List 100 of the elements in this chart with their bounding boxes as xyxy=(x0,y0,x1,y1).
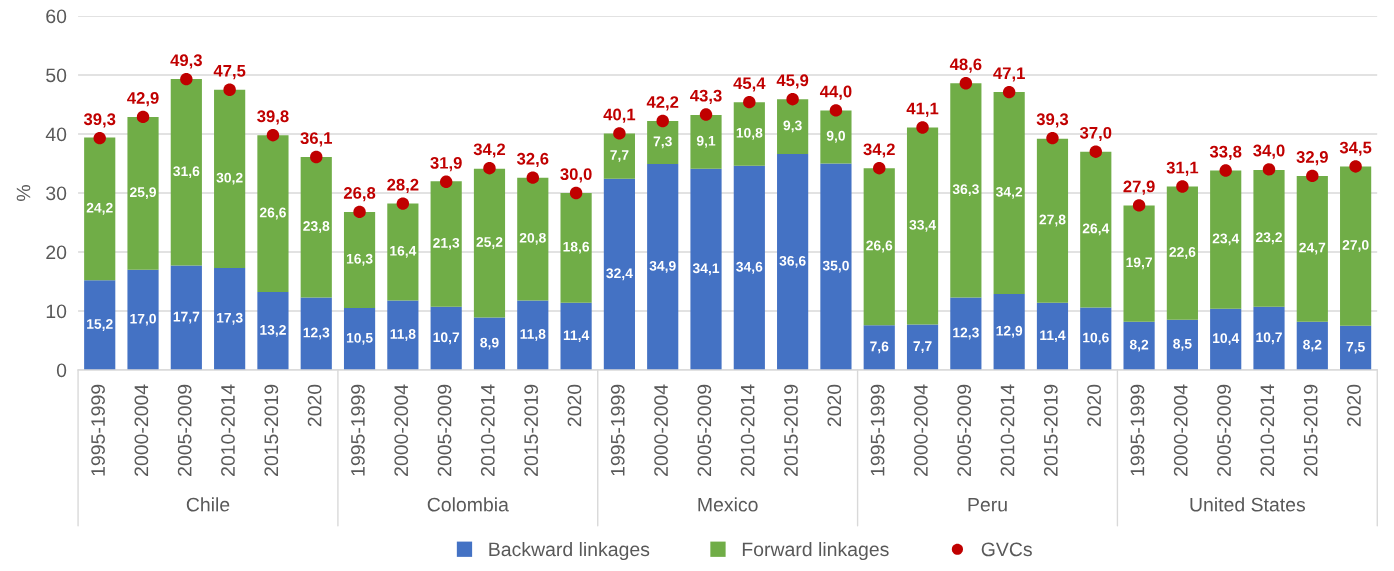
bar xyxy=(170,79,202,266)
data-label: 7,3 xyxy=(653,136,672,149)
data-label: 30,0 xyxy=(560,168,592,183)
bar xyxy=(1340,166,1372,326)
data-label: 23,4 xyxy=(1212,233,1240,246)
x-tick-label: 2005-2009 xyxy=(177,384,192,476)
x-tick-label: 1995-1999 xyxy=(351,384,365,476)
bar xyxy=(1123,321,1155,371)
data-label: 27,9 xyxy=(1123,180,1155,195)
data-label: 39,3 xyxy=(83,113,116,128)
x-tick-label: 2010-2014 xyxy=(1000,384,1015,476)
data-label: 8,5 xyxy=(1173,338,1192,351)
text: Mexico xyxy=(698,497,758,512)
bar xyxy=(127,116,159,270)
data-label: 27,8 xyxy=(1039,214,1066,227)
bar xyxy=(1253,306,1285,371)
bar xyxy=(1210,170,1242,309)
data-label: 17,7 xyxy=(173,311,200,324)
bar xyxy=(214,89,246,268)
x-tick-label: 1995-1999 xyxy=(1130,384,1145,476)
data-label: 36,1 xyxy=(300,132,333,147)
bar xyxy=(1166,319,1198,371)
data-label: 39,8 xyxy=(257,110,289,125)
data-label: 10,7 xyxy=(1256,332,1282,345)
data-label: 42,2 xyxy=(646,96,679,111)
x-tick-label: 2000-2004 xyxy=(1173,384,1188,476)
point xyxy=(1306,169,1319,183)
data-label: 16,3 xyxy=(346,253,373,266)
data-label: 20,8 xyxy=(519,232,546,245)
data-label: 11,8 xyxy=(520,329,546,341)
x-tick-label: 2000-2004 xyxy=(394,384,409,476)
x-tick-label: 2020 xyxy=(307,384,322,427)
point xyxy=(1262,163,1276,176)
y-axis-title: % xyxy=(16,185,31,201)
bar xyxy=(1210,308,1242,371)
data-label: 32,6 xyxy=(516,152,549,168)
bar xyxy=(257,292,289,371)
data-label: 34,1 xyxy=(692,263,720,276)
bar xyxy=(214,267,246,371)
point xyxy=(656,114,669,128)
point xyxy=(569,186,583,200)
data-label: 32,4 xyxy=(606,268,633,281)
y-tick-label: 60 xyxy=(46,9,67,24)
data-label: 8,9 xyxy=(480,337,499,350)
data-label: 7,6 xyxy=(870,341,889,354)
point xyxy=(396,197,410,210)
data-label: 23,8 xyxy=(303,221,330,233)
bar xyxy=(517,177,549,301)
data-label: 47,1 xyxy=(993,67,1025,82)
y-tick-label: 40 xyxy=(45,127,67,142)
bar xyxy=(690,168,722,371)
legend-label: GVCs xyxy=(981,542,1032,557)
bar xyxy=(300,157,332,298)
x-tick-label: 1995-1999 xyxy=(870,384,885,476)
data-label: 47,5 xyxy=(213,65,246,80)
data-label: 7,5 xyxy=(1346,341,1365,354)
data-label: 43,3 xyxy=(690,89,722,104)
bar xyxy=(950,297,982,371)
data-label: 26,8 xyxy=(343,187,376,202)
bar xyxy=(1340,325,1372,371)
data-label: 31,9 xyxy=(430,156,462,172)
bar xyxy=(950,83,982,298)
bar xyxy=(1080,307,1112,371)
bar xyxy=(343,308,376,371)
x-tick-label: 2015-2019 xyxy=(264,384,279,476)
x-tick-label: 2015-2019 xyxy=(784,384,798,476)
point xyxy=(786,92,799,106)
point xyxy=(1176,180,1189,193)
bar xyxy=(1296,321,1328,371)
x-tick-label: 2020 xyxy=(1347,384,1361,427)
data-label: 10,7 xyxy=(433,332,460,345)
data-label: 15,2 xyxy=(87,319,113,331)
data-label: 40,1 xyxy=(603,108,636,123)
x-tick-label: 2015-2019 xyxy=(1043,384,1058,476)
bar xyxy=(993,92,1025,294)
bar xyxy=(777,154,809,371)
data-label: 30,2 xyxy=(216,172,243,185)
data-label: 18,6 xyxy=(563,241,590,254)
y-tick-label: 30 xyxy=(46,186,67,201)
bar xyxy=(473,168,506,318)
point xyxy=(699,108,713,121)
x-tick-label: 2005-2009 xyxy=(957,384,972,476)
data-label: 34,5 xyxy=(1339,141,1372,156)
data-label: 33,8 xyxy=(1209,145,1242,160)
data-label: 34,0 xyxy=(1253,144,1285,159)
bar xyxy=(1253,169,1285,307)
data-label: 33,4 xyxy=(909,219,936,232)
data-label: 10,8 xyxy=(736,127,763,140)
data-label: 36,6 xyxy=(779,255,806,268)
bar xyxy=(603,133,635,179)
bar xyxy=(473,317,506,371)
data-label: 9,3 xyxy=(783,120,802,133)
data-label: 21,3 xyxy=(433,237,460,250)
point xyxy=(1089,145,1102,158)
bar xyxy=(387,203,419,301)
bar xyxy=(820,110,852,164)
data-label: 24,7 xyxy=(1299,242,1326,255)
data-label: 27,0 xyxy=(1342,239,1369,252)
data-label: 9,0 xyxy=(826,130,846,143)
data-label: 44,0 xyxy=(819,85,852,100)
